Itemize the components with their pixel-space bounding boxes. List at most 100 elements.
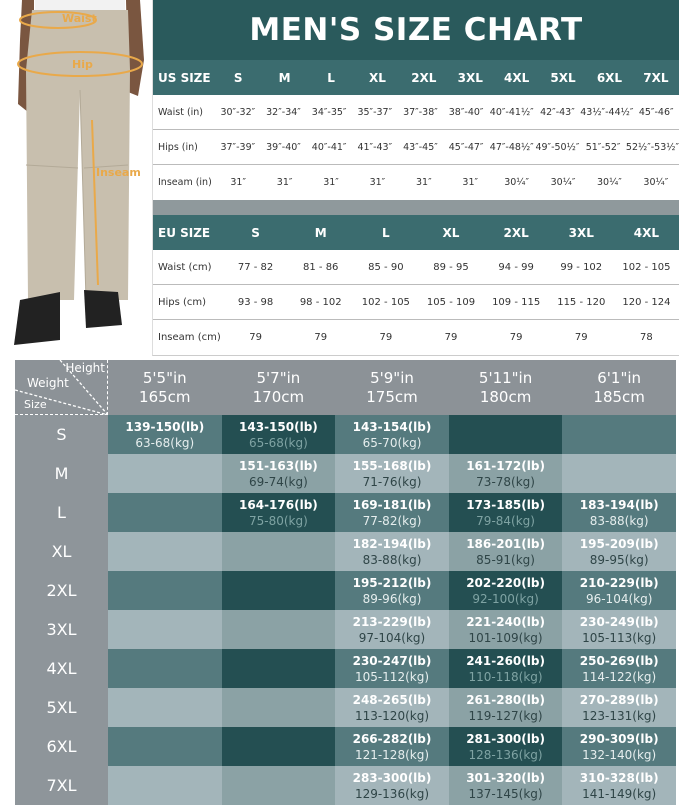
height-header: 5'9"in 175cm <box>335 360 449 415</box>
weight-kg: 73-78(kg) <box>476 474 535 489</box>
measurement-value: 31″ <box>323 177 339 188</box>
measurement-value: 77 - 82 <box>237 261 274 273</box>
weight-kg: 83-88(kg) <box>362 552 422 567</box>
weight-cell <box>108 688 222 727</box>
measurement-value: 109 - 115 <box>492 296 541 308</box>
weight-kg: 105-113(kg) <box>582 630 657 645</box>
measurement-value: 79 <box>509 332 523 343</box>
weight-kg: 71-76(kg) <box>362 474 422 489</box>
weight-axis-label: Weight <box>27 376 69 390</box>
measurement-value: 42″-43″ <box>540 106 575 118</box>
pants-illustration <box>14 0 144 345</box>
weight-lb: 202-220(lb) <box>466 575 545 590</box>
weight-cell: 261-280(lb) 119-127(kg) <box>448 688 563 727</box>
size-row: 3XL 213-229(lb) 97-104(kg) 221-240(lb) 101-1… <box>15 610 676 649</box>
size-column-header: M <box>278 70 291 85</box>
weight-cell <box>562 454 676 493</box>
weight-cell: 270-289(lb) 123-131(kg) <box>562 688 676 727</box>
measurement-row: Inseam (cm) 79 79 79 79 79 79 78 <box>153 320 679 355</box>
measurement-value: 37″-39″ <box>220 141 256 153</box>
measurement-value: 32″-34″ <box>266 106 301 118</box>
height-header: 5'7"in 170cm <box>222 360 336 415</box>
weight-kg: 77-82(kg) <box>362 513 422 528</box>
weight-cell <box>108 493 222 532</box>
weight-cell: 266-282(lb) 121-128(kg) <box>335 727 449 766</box>
weight-cell: 310-328(lb) 141-149(kg) <box>562 766 676 805</box>
weight-kg: 65-68(kg) <box>248 435 308 450</box>
weight-cell: 221-240(lb) 101-109(kg) <box>448 610 563 649</box>
weight-cell <box>108 454 222 493</box>
measurement-value: 98 - 102 <box>299 296 342 308</box>
size-column-header: 3XL <box>568 225 594 240</box>
size-label: L <box>15 493 108 532</box>
weight-lb: 310-328(lb) <box>579 770 659 785</box>
weight-cell <box>108 532 222 571</box>
weight-cell: 186-201(lb) 85-91(kg) <box>448 532 563 571</box>
weight-cell: 143-150(lb) 65-68(kg) <box>221 415 336 454</box>
measurement-value: 78 <box>640 332 653 343</box>
size-column-header: 4XL <box>633 225 660 240</box>
row-label: Hips (cm) <box>158 296 207 308</box>
height-header: 5'5"in 165cm <box>108 360 222 415</box>
size-row: 2XL 195-212(lb) 89-96(kg) 202-220(lb) 92-100… <box>15 571 676 610</box>
measurement-value: 31″ <box>276 177 293 188</box>
weight-cell <box>221 766 336 805</box>
weight-cell <box>221 571 336 610</box>
weight-lb: 266-282(lb) <box>352 731 432 746</box>
weight-cell <box>448 415 563 454</box>
weight-lb: 143-154(lb) <box>352 419 432 434</box>
size-row: M 151-163(lb) 69-74(kg) 155-168(lb) 71-76(kg… <box>15 454 676 493</box>
weight-cell: 230-247(lb) 105-112(kg) <box>335 649 449 688</box>
weight-kg: 69-74(kg) <box>248 474 308 489</box>
chart-title: MEN'S SIZE CHART <box>153 0 679 60</box>
weight-lb: 241-260(lb) <box>466 653 545 668</box>
weight-cell: 241-260(lb) 110-118(kg) <box>448 649 563 688</box>
weight-kg: 129-136(kg) <box>354 786 430 801</box>
eu-size-table: EU SIZE S M L XL 2XL 3XL 4XL Waist (cm) 77 - 82 81… <box>153 215 679 355</box>
weight-lb: 155-168(lb) <box>352 458 432 473</box>
measurement-value: 40″-41″ <box>311 141 347 153</box>
weight-kg: 85-91(kg) <box>476 552 535 567</box>
weight-lb: 270-289(lb) <box>579 692 659 707</box>
weight-lb: 261-280(lb) <box>466 692 545 707</box>
measurement-value: 31″ <box>230 177 247 188</box>
measurement-value: 41″-43″ <box>357 141 393 153</box>
measurement-value: 93 - 98 <box>237 296 274 308</box>
size-row: L 164-176(lb) 75-80(kg) 169-181(lb) 77-82(kg… <box>15 493 676 532</box>
product-photo: Waist Hip Inseam <box>0 0 152 356</box>
measurement-row: Waist (in) 30″-32″ 32″-34″ 34″-35″ 35″-37″ 37… <box>153 95 679 130</box>
weight-kg: 110-118(kg) <box>468 669 543 684</box>
height-header-row: Height Weight Size 5'5"in 165cm 5'7"in 170c… <box>15 360 676 415</box>
size-column-header: XL <box>442 225 460 240</box>
size-column-header: 2XL <box>411 70 437 85</box>
height-header: 6'1"in 185cm <box>562 360 676 415</box>
measurement-value: 89 - 95 <box>433 261 469 273</box>
height-cm: 175cm <box>366 388 418 406</box>
size-label: 6XL <box>15 727 108 766</box>
measurement-value: 30¼″ <box>504 177 530 188</box>
weight-kg: 96-104(kg) <box>585 591 653 606</box>
weight-kg: 132-140(kg) <box>582 747 657 762</box>
height-cm: 185cm <box>593 388 645 406</box>
height-cm: 165cm <box>139 388 191 406</box>
weight-lb: 248-265(lb) <box>352 692 432 707</box>
measurement-value: 85 - 90 <box>368 261 404 273</box>
weight-cell: 173-185(lb) 79-84(kg) <box>448 493 563 532</box>
weight-kg: 89-96(kg) <box>362 591 422 606</box>
size-axis-label: Size <box>24 398 47 411</box>
weight-kg: 63-68(kg) <box>135 435 195 450</box>
weight-lb: 182-194(lb) <box>352 536 432 551</box>
weight-lb: 213-229(lb) <box>352 614 432 629</box>
weight-lb: 143-150(lb) <box>239 419 318 434</box>
weight-cell <box>221 688 336 727</box>
weight-kg: 123-131(kg) <box>582 708 657 723</box>
divider <box>153 200 679 215</box>
size-column-header: 4XL <box>504 70 530 85</box>
size-row: 7XL 283-300(lb) 129-136(kg) 301-320(lb) 137-… <box>15 766 676 805</box>
measurement-value: 102 - 105 <box>361 296 410 308</box>
height-ft: 5'7"in <box>256 369 301 387</box>
height-ft: 5'9"in <box>370 369 414 387</box>
measurement-value: 105 - 109 <box>426 296 476 308</box>
eu-header-row: EU SIZE S M L XL 2XL 3XL 4XL <box>153 215 679 250</box>
size-column-header: L <box>382 225 390 240</box>
